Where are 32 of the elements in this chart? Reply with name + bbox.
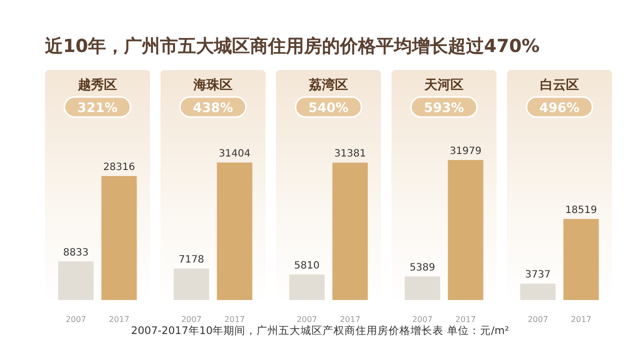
x-tick-label: 2017 — [224, 315, 245, 324]
data-label: 31404 — [218, 148, 251, 160]
data-label: 3737 — [525, 270, 551, 281]
x-tick-label: 2017 — [340, 315, 360, 324]
x-tick-label: 2007 — [66, 315, 86, 324]
x-tick-label: 2017 — [108, 315, 130, 324]
text: 496% — [539, 101, 580, 116]
text: 2007-2017年10年期间，广州五大城区产权商住用房价格增长表 单位：元/m² — [131, 324, 509, 337]
x-tick-label: 2007 — [528, 315, 548, 324]
x-tick-label: 2007 — [412, 315, 433, 324]
text: 593% — [424, 101, 464, 116]
data-label: 28316 — [103, 162, 136, 174]
x-tick-label: 2007 — [296, 315, 318, 324]
text: 540% — [308, 101, 349, 116]
text: 321% — [77, 101, 118, 116]
data-label: 31979 — [450, 146, 482, 157]
chart-title: 越秀区 — [77, 77, 117, 93]
chart-title: 荔湾区 — [308, 77, 348, 93]
chart-title: 天河区 — [424, 78, 464, 93]
data-label: 5810 — [294, 260, 320, 272]
data-label: 5389 — [410, 262, 436, 274]
text: 438% — [192, 101, 234, 116]
data-label: 31381 — [334, 148, 366, 160]
x-tick-label: 2007 — [181, 315, 202, 324]
chart-title: 海珠区 — [192, 78, 232, 93]
chart-title: 白云区 — [540, 78, 579, 93]
x-tick-label: 2017 — [455, 315, 476, 324]
data-label: 18519 — [565, 204, 598, 216]
data-label: 8833 — [63, 247, 89, 258]
text: 近10年，广州市五大城区商住用房的价格平均增长超过470% — [44, 36, 540, 57]
data-label: 7178 — [178, 254, 204, 266]
x-tick-label: 2017 — [570, 315, 592, 324]
